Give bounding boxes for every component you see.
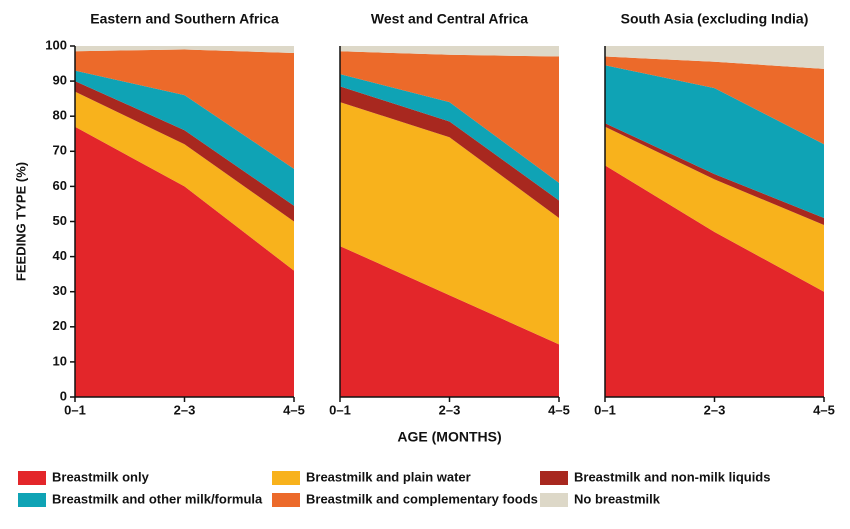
legend-label: Breastmilk only [52,469,150,484]
y-tick-label: 0 [60,388,67,403]
x-tick-label: 0–1 [594,402,616,417]
area [75,46,294,54]
area [340,74,559,201]
area [605,65,824,218]
x-tick-label: 4–5 [548,402,570,417]
legend-label: No breastmilk [574,491,661,506]
area [75,81,294,222]
area [75,91,294,271]
area [340,246,559,397]
legend-swatch [272,471,300,485]
legend-label: Breastmilk and complementary foods [306,491,538,506]
area [605,56,824,145]
x-tick-label: 4–5 [283,402,305,417]
legend-label: Breastmilk and other milk/formula [52,491,263,506]
legend-label: Breastmilk and plain water [306,469,471,484]
x-tick-label: 0–1 [329,402,351,417]
y-tick-label: 60 [53,178,67,193]
legend-swatch [540,471,568,485]
area [75,49,294,169]
y-tick-label: 80 [53,108,67,123]
panel-title: West and Central Africa [371,11,528,27]
panel-title: South Asia (excluding India) [621,11,809,27]
y-tick-label: 40 [53,248,67,263]
y-tick-label: 10 [53,353,67,368]
area [605,46,824,69]
y-tick-label: 100 [45,37,67,52]
x-tick-label: 2–3 [704,402,726,417]
y-axis-label: FEEDING TYPE (%) [13,162,28,281]
area [340,102,559,345]
x-tick-label: 2–3 [174,402,196,417]
area [605,123,824,226]
area [340,51,559,183]
y-tick-label: 70 [53,143,67,158]
x-tick-label: 4–5 [813,402,835,417]
legend-label: Breastmilk and non-milk liquids [574,469,770,484]
area [605,165,824,397]
legend-swatch [272,493,300,507]
area [340,86,559,218]
legend-swatch [18,493,46,507]
y-tick-label: 50 [53,213,67,228]
legend-swatch [18,471,46,485]
area [340,46,559,57]
x-axis-label: AGE (MONTHS) [397,429,501,445]
y-tick-label: 30 [53,283,67,298]
x-tick-label: 2–3 [439,402,461,417]
area [75,126,294,397]
y-tick-label: 90 [53,73,67,88]
area [605,126,824,292]
area [75,70,294,206]
legend-swatch [540,493,568,507]
y-tick-label: 20 [53,318,67,333]
panel-title: Eastern and Southern Africa [90,11,279,27]
x-tick-label: 0–1 [64,402,86,417]
